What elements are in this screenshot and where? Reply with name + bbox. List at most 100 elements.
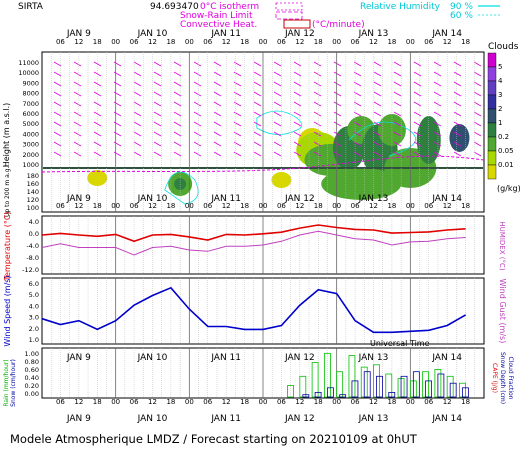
hour-label: 06 [351, 38, 360, 46]
wind-arrow [273, 81, 282, 87]
hour-label: 06 [203, 38, 212, 46]
wind-arrow [73, 121, 82, 127]
day-label: JAN 9 [66, 414, 91, 424]
wind-arrow [373, 81, 382, 87]
day-label: JAN 11 [210, 353, 241, 363]
wind-arrow [213, 61, 222, 67]
wind-arrow [153, 151, 162, 157]
wind-arrow [293, 151, 302, 157]
hour-label: 12 [443, 202, 452, 210]
panel-ytick: 1.00 [25, 350, 39, 358]
colorbar-tick: 0.01 [498, 161, 514, 169]
colorbar-tick: 4 [498, 77, 503, 85]
colorbar-tick: 5 [498, 63, 502, 71]
wind-arrow [133, 91, 142, 97]
colorbar-tick: 0.2 [498, 133, 509, 141]
legend-humidity-60: 60 % [450, 11, 473, 21]
wind-arrow [213, 111, 222, 117]
day-label: JAN 10 [137, 353, 168, 363]
wind-arrow [393, 131, 402, 137]
cloud-ytick: 2000 [22, 151, 39, 159]
cloud-ytick: 6000 [22, 110, 39, 118]
wind-arrow [413, 131, 422, 137]
wind-arrow [453, 111, 462, 117]
wind-arrow [73, 111, 82, 117]
wind-arrow [433, 151, 442, 157]
day-label: JAN 12 [284, 353, 315, 363]
hour-label: 00 [406, 398, 415, 406]
wind-arrow [453, 71, 462, 77]
precip-bar [287, 385, 294, 398]
cloud-ytick: 180 [27, 172, 39, 180]
precip-bar [412, 371, 420, 398]
wind-arrow [273, 121, 282, 127]
wind-arrow [373, 61, 382, 67]
wind-arrow [153, 81, 162, 87]
panel-ytick: 5.0 [29, 291, 39, 299]
panel-ytick: 1.0 [29, 336, 39, 344]
hour-label: 18 [240, 398, 249, 406]
station-name: SIRTA [18, 2, 44, 12]
wind-arrow [333, 101, 342, 107]
wind-arrow [413, 61, 422, 67]
wind-arrow [433, 121, 442, 127]
wind-arrow [213, 131, 222, 137]
wind-arrow [413, 91, 422, 97]
wind-arrow [53, 121, 62, 127]
hour-label: 06 [351, 202, 360, 210]
hour-label: 18 [461, 38, 470, 46]
wind-arrow [53, 81, 62, 87]
precip-bar [314, 391, 322, 398]
wind-arrow [373, 101, 382, 107]
hour-label: 06 [277, 398, 286, 406]
day-label: JAN 9 [66, 29, 91, 39]
day-label: JAN 11 [210, 414, 241, 424]
wind-ylabel: Wind Speed (m/s) [3, 275, 12, 346]
wind-arrow [473, 151, 482, 157]
hour-label: 00 [406, 202, 415, 210]
wind-arrow [473, 91, 482, 97]
wind-arrow [193, 71, 202, 77]
cloud-ytick: 3000 [22, 141, 39, 149]
day-label: JAN 13 [358, 353, 389, 363]
cloud-ytick: 5000 [22, 120, 39, 128]
wind-arrow [113, 91, 122, 97]
legend-convective-unit: (°C/minute) [312, 20, 365, 30]
wind-arrow [413, 101, 422, 107]
precip-bar [351, 380, 359, 398]
wind-arrow [153, 101, 162, 107]
wind-arrow [253, 61, 262, 67]
wind-arrow [313, 81, 322, 87]
wind-arrow [193, 121, 202, 127]
wind-arrow [413, 151, 422, 157]
day-label: JAN 10 [137, 194, 168, 204]
wind-arrow [373, 141, 382, 147]
hour-label: 06 [424, 398, 433, 406]
wind-arrow [73, 141, 82, 147]
wind-arrow [293, 121, 302, 127]
wind-arrow [473, 101, 482, 107]
wind-arrow [293, 61, 302, 67]
wind-arrow [393, 151, 402, 157]
wind-arrow [253, 71, 262, 77]
wind-arrow [273, 151, 282, 157]
wind-arrow [433, 101, 442, 107]
wind-arrow [333, 111, 342, 117]
wind-arrow [413, 81, 422, 87]
hour-label: 12 [295, 202, 304, 210]
wind-arrow [413, 71, 422, 77]
hour-label: 18 [461, 202, 470, 210]
hour-label: 00 [111, 202, 120, 210]
wind-arrow [173, 81, 182, 87]
panel-ytick: 6.0 [29, 280, 39, 288]
wind-arrow [53, 61, 62, 67]
wind-arrow [73, 91, 82, 97]
wind-arrow [193, 151, 202, 157]
wind-arrow [173, 111, 182, 117]
wind-arrow [153, 141, 162, 147]
wind-arrow [333, 91, 342, 97]
wind-arrow [53, 111, 62, 117]
wind-arrow [433, 131, 442, 137]
hour-label: 12 [443, 398, 452, 406]
wind-arrow [173, 91, 182, 97]
